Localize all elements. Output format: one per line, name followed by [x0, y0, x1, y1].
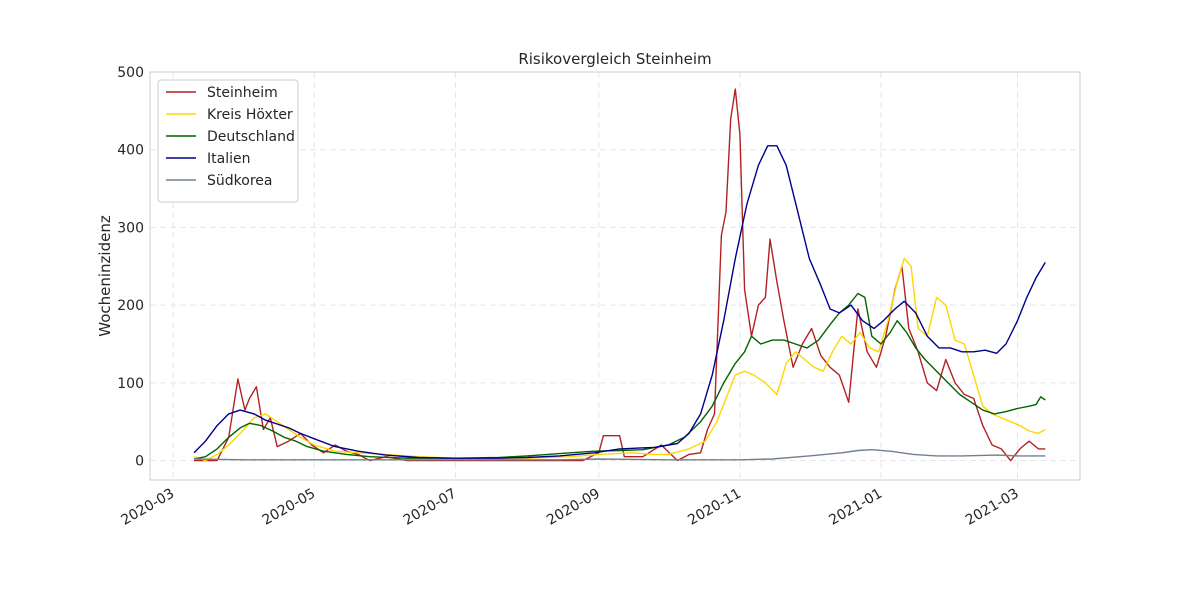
x-tick-label: 2020-07 — [401, 486, 460, 529]
x-tick-label: 2021-01 — [826, 486, 885, 529]
series-line-kreis-h-xter — [193, 257, 1046, 462]
y-axis-label: Wocheninzidenz — [96, 215, 114, 337]
y-tick-label: 100 — [117, 376, 144, 392]
x-tick-label: 2020-09 — [544, 486, 603, 529]
legend-label: Südkorea — [207, 173, 272, 189]
legend-label: Steinheim — [207, 85, 278, 101]
chart-title: Risikovergleich Steinheim — [518, 50, 711, 68]
x-axis-ticks: 2020-03 2020-05 2020-07 2020-09 2020-11 2021-… — [118, 486, 1021, 529]
series-line-italien — [193, 145, 1046, 459]
y-axis-ticks: 0 100 200 300 400 500 — [117, 65, 144, 470]
x-tick-label: 2020-03 — [118, 486, 177, 529]
y-tick-label: 400 — [117, 143, 144, 159]
plot-frame — [149, 71, 1081, 481]
legend-label: Deutschland — [207, 129, 295, 145]
legend-label: Kreis Höxter — [207, 107, 293, 123]
x-tick-label: 2021-03 — [963, 486, 1022, 529]
y-tick-label: 200 — [117, 298, 144, 314]
x-tick-label: 2020-11 — [685, 486, 744, 529]
series-lines — [193, 88, 1046, 462]
legend-label: Italien — [207, 151, 250, 167]
y-tick-label: 300 — [117, 220, 144, 236]
legend: Steinheim Kreis Höxter Deutschland Italien S… — [157, 79, 299, 203]
y-tick-label: 0 — [135, 454, 144, 470]
series-line-steinheim — [194, 88, 1046, 462]
legend-box — [157, 79, 299, 203]
series-line-s-dkorea — [193, 449, 1046, 461]
x-tick-label: 2020-05 — [260, 486, 319, 529]
y-tick-label: 500 — [117, 65, 144, 81]
series-line-deutschland — [193, 292, 1046, 460]
